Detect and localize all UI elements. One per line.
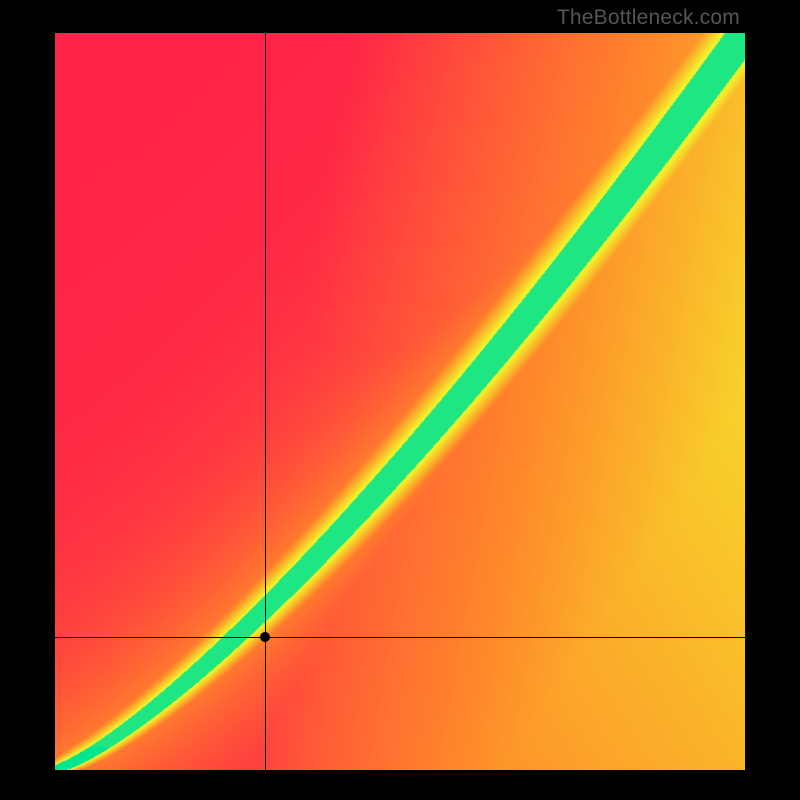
chart-outer-frame xyxy=(45,30,745,775)
crosshair-marker-dot xyxy=(260,632,270,642)
bottleneck-heatmap xyxy=(55,33,745,770)
crosshair-vertical xyxy=(265,33,266,770)
crosshair-horizontal xyxy=(55,637,745,638)
watermark-text: TheBottleneck.com xyxy=(557,6,740,30)
